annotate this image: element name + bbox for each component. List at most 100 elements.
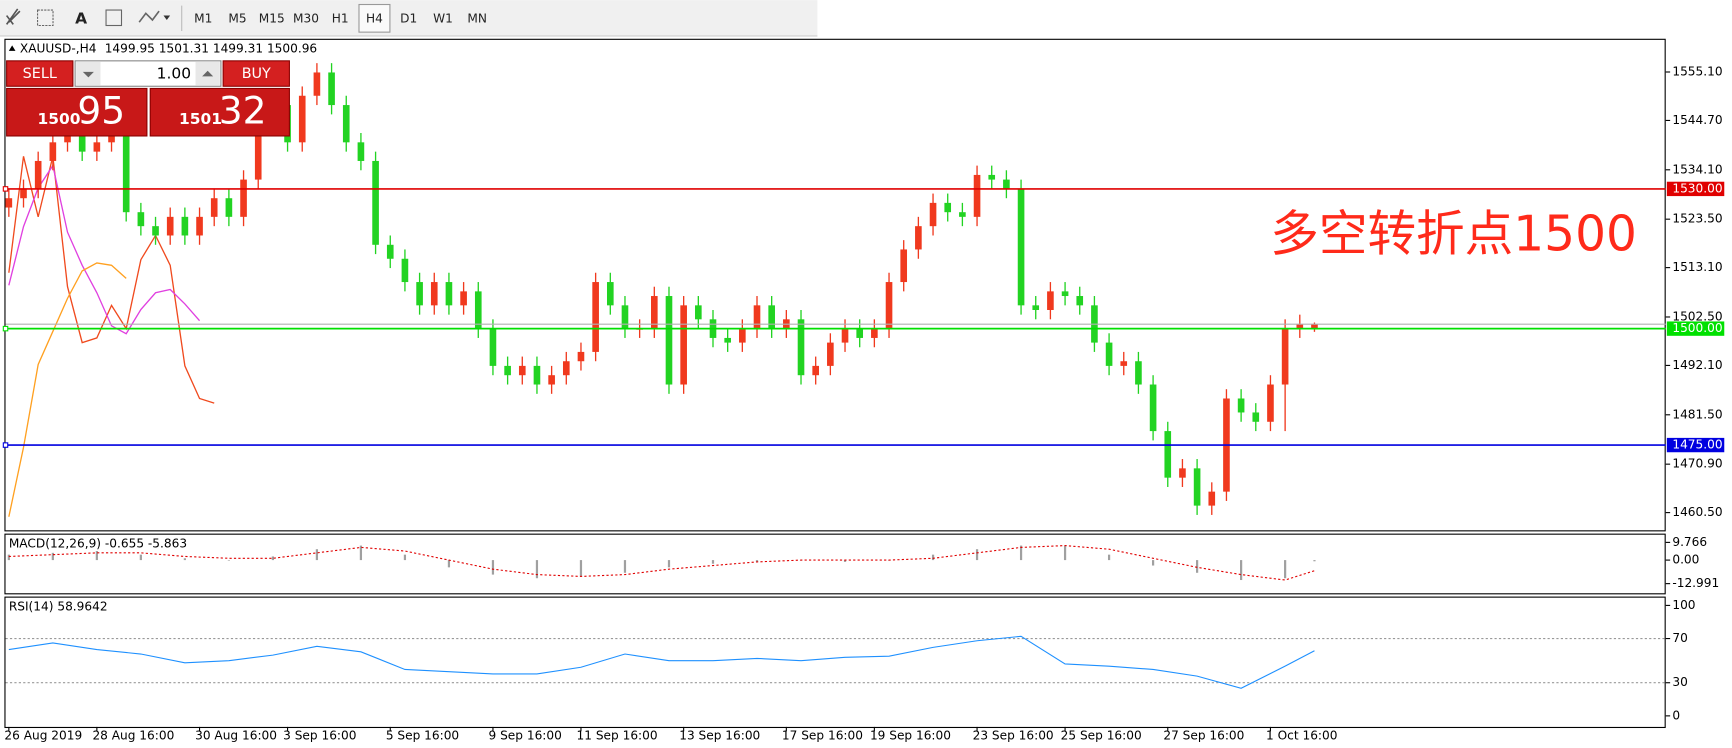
candle-body	[944, 202, 952, 213]
candle-body	[166, 216, 174, 236]
macd-bar	[1240, 560, 1243, 581]
timeframe-button[interactable]: D1	[400, 11, 417, 25]
active-timeframe[interactable]	[358, 3, 391, 33]
candle-body	[313, 72, 321, 96]
bid-small[interactable]: 95	[77, 88, 125, 132]
candle-body	[915, 226, 922, 250]
candle-body	[489, 328, 497, 366]
candle-body	[724, 337, 731, 343]
candle-body	[416, 282, 423, 306]
line-price-label: 1475.00	[1672, 438, 1722, 452]
timeframe-button[interactable]: M1	[194, 11, 212, 25]
ask-box[interactable]	[149, 87, 290, 137]
line-price-label: 1500.00	[1672, 321, 1722, 335]
y-tick-label: 1555.10	[1672, 64, 1722, 78]
macd-bar	[1284, 560, 1287, 579]
buy-label[interactable]: BUY	[242, 66, 271, 82]
timeframe-button[interactable]: W1	[433, 11, 453, 25]
macd-panel: 9.766 0.00 -12.991	[7, 535, 1719, 590]
lot-down-arrow[interactable]	[82, 71, 94, 78]
line-handle[interactable]	[2, 325, 9, 332]
macd-bar	[315, 549, 319, 561]
candle-body	[1267, 384, 1274, 422]
timeframe-button[interactable]: H1	[332, 11, 349, 25]
candle-body	[841, 328, 849, 343]
macd-bar	[1195, 560, 1199, 573]
signal-current: -5.863	[148, 536, 187, 550]
bid-big[interactable]: 1500	[38, 110, 81, 128]
macd-bar	[975, 549, 979, 561]
candle-body	[1120, 361, 1128, 366]
candle-body	[665, 296, 673, 385]
sell-label[interactable]: SELL	[23, 66, 57, 82]
x-tick-label: 1 Oct 16:00	[1266, 728, 1337, 742]
candle-body	[606, 282, 614, 306]
candle-body	[871, 328, 878, 338]
candle-body	[533, 365, 541, 385]
y-tick-label: 1523.50	[1672, 212, 1722, 226]
candle-body	[973, 174, 981, 217]
quote-low: 1499.31	[213, 41, 263, 55]
macd-bar	[403, 554, 407, 561]
chart-header: XAUUSD-,H4 1499.95 1501.31 1499.31 1500.…	[20, 41, 317, 55]
candle-body	[929, 202, 937, 227]
text-tool-icon[interactable]: A	[75, 9, 87, 27]
candle-body	[900, 249, 908, 283]
line-tool-icon[interactable]	[5, 8, 21, 25]
rsi-header: RSI(14) 58.9642	[9, 599, 108, 613]
x-tick-label: 23 Sep 16:00	[973, 728, 1054, 742]
candle-body	[1164, 431, 1172, 478]
candle-body	[592, 282, 599, 352]
shapes-tool-icon[interactable]	[138, 10, 160, 23]
y-tick-label: 1460.50	[1672, 505, 1722, 519]
buy-button[interactable]	[222, 60, 290, 87]
candle-body	[181, 216, 189, 236]
candle-body	[885, 282, 893, 329]
lot-up-arrow[interactable]	[202, 70, 214, 77]
quote-open: 1499.95	[105, 41, 155, 55]
dropdown-arrow[interactable]	[163, 15, 171, 20]
candle-body	[401, 258, 409, 283]
macd-bar	[1063, 545, 1067, 561]
moving-average	[8, 156, 215, 404]
candle-body	[1032, 305, 1040, 310]
x-tick-label: 11 Sep 16:00	[577, 728, 658, 742]
macd-bar	[579, 560, 583, 577]
timeframe-button[interactable]: MN	[467, 11, 487, 25]
macd-bar	[139, 554, 142, 561]
macd-bar	[1313, 560, 1316, 562]
x-tick-label: 5 Sep 16:00	[386, 728, 459, 742]
timeframe-button[interactable]: M30	[293, 11, 319, 25]
candle-body	[768, 305, 775, 329]
bid-box[interactable]	[6, 87, 148, 137]
candle-body	[651, 296, 658, 329]
timeframe-button[interactable]: M5	[228, 11, 246, 25]
candle-body	[562, 361, 570, 376]
lot-value[interactable]: 1.00	[157, 65, 191, 83]
tool-icons: A	[5, 5, 183, 32]
y-tick-label: 1502.50	[1672, 309, 1722, 323]
macd-bar	[227, 560, 230, 561]
timeframe-button[interactable]: M15	[259, 11, 285, 25]
label-tool-icon[interactable]	[105, 9, 123, 27]
x-tick-label: 3 Sep 16:00	[283, 728, 356, 742]
line-handle[interactable]	[2, 186, 9, 192]
fibo-tool-icon[interactable]	[37, 9, 54, 27]
x-tick-label: 28 Aug 16:00	[92, 728, 174, 742]
candle-body	[1135, 361, 1142, 385]
candle-body	[460, 291, 467, 306]
macd-bar	[491, 560, 495, 575]
ask-small[interactable]: 32	[219, 88, 267, 132]
candle-body	[225, 198, 233, 217]
candle-body	[196, 216, 203, 236]
sell-button[interactable]	[6, 60, 74, 87]
candle-body	[1281, 328, 1289, 385]
ask-big[interactable]: 1501	[179, 110, 222, 128]
y-tick-label: 0	[1672, 708, 1680, 722]
one-click-trading: SELL 1.00 BUY 1500 95 1501 32	[6, 60, 290, 137]
candle-body	[474, 291, 482, 329]
line-handle[interactable]	[2, 442, 9, 448]
timeframe-button[interactable]: H4	[366, 11, 383, 25]
candle-body	[680, 305, 687, 385]
